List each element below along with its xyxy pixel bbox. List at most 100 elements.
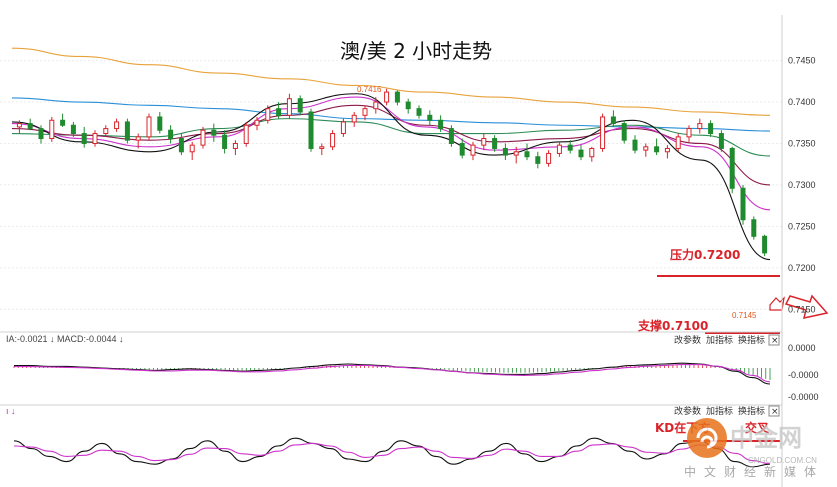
high-price-label: 0.7416: [357, 85, 382, 94]
kd-toolbar: 改参数 加指标 换指标 ×: [674, 405, 780, 417]
watermark-logo-swirl: [696, 427, 718, 449]
macd-indicator: [13, 362, 771, 385]
moving-average-line: [11, 118, 771, 157]
candle-body: [492, 138, 498, 149]
macd-change-params-button[interactable]: 改参数: [674, 334, 701, 346]
candle-body: [265, 108, 271, 121]
candle-body: [308, 111, 314, 149]
candle-body: [600, 116, 606, 149]
macd-close-icon: ×: [771, 336, 779, 346]
price-tick-label: 0.7150: [788, 304, 816, 314]
candle-body: [643, 146, 649, 151]
moving-average-line: [11, 47, 771, 116]
candle-body: [513, 151, 519, 156]
candle-body: [38, 128, 44, 140]
kd-k-line: [13, 437, 771, 468]
candle-body: [157, 116, 163, 131]
moving-averages: [11, 47, 771, 261]
candle-body: [589, 147, 595, 158]
kd-add-indicator-button[interactable]: 加指标: [706, 405, 733, 417]
candle-body: [276, 108, 282, 116]
watermark-brand: 中金网: [730, 424, 802, 452]
candle-body: [373, 101, 379, 110]
macd-switch-indicator-button[interactable]: 换指标: [738, 334, 765, 346]
candle-body: [146, 116, 152, 138]
watermark-site: CNGOLD.COM.CN: [748, 456, 817, 465]
price-tick-label: 0.7450: [788, 56, 816, 66]
candle-body: [762, 235, 768, 254]
price-tick-label: 0.7350: [788, 138, 816, 148]
candle-body: [535, 156, 541, 164]
kd-close-icon: ×: [771, 407, 779, 417]
candle-body: [686, 128, 692, 138]
candle-body: [708, 123, 714, 135]
candle-body: [556, 144, 562, 154]
candle-body: [243, 124, 249, 144]
candle-body: [394, 91, 400, 103]
watermark-tagline: 中文财经新媒体: [684, 464, 824, 479]
kd-change-params-button[interactable]: 改参数: [674, 405, 701, 417]
candle-body: [751, 219, 757, 237]
kd-switch-indicator-button[interactable]: 换指标: [738, 405, 765, 417]
moving-average-line: [11, 104, 771, 186]
macd-add-indicator-button[interactable]: 加指标: [706, 334, 733, 346]
chart-title: 澳/美 2 小时走势: [340, 39, 492, 63]
candle-body: [729, 147, 735, 189]
candle-body: [70, 124, 76, 135]
candle-body: [16, 123, 22, 128]
candle-body: [438, 119, 444, 130]
candle-body: [92, 133, 98, 144]
macd-close-button[interactable]: [768, 334, 780, 346]
candle-body: [427, 114, 433, 121]
down-arrow-icon: [784, 294, 829, 319]
candle-body: [49, 119, 55, 140]
candle-body: [362, 108, 368, 116]
candle-body: [254, 119, 260, 126]
macd-header: IA:-0.0021 ↓ MACD:-0.0044 ↓: [6, 334, 124, 344]
candle-body: [448, 128, 454, 144]
macd-tick-label: 0.0000: [788, 343, 816, 353]
small-down-arrow-icon: [769, 296, 785, 311]
candle-body: [319, 146, 325, 149]
macd-tick-label: -0.0000: [788, 392, 819, 402]
candle-body: [470, 144, 476, 156]
candle-body: [459, 142, 465, 156]
candle-body: [481, 138, 487, 146]
candle-body: [351, 114, 357, 123]
candle-body: [189, 144, 195, 153]
candle-body: [567, 144, 573, 151]
price-tick-label: 0.7300: [788, 180, 816, 190]
candle-body: [168, 129, 174, 140]
candle-body: [330, 133, 336, 148]
candle-body: [200, 129, 206, 146]
kd-cross-label-tail: 交叉: [745, 420, 770, 435]
macd-axis: 0.0000 -0.0000 -0.0000: [788, 343, 819, 402]
kd-close-button[interactable]: [768, 405, 780, 417]
candle-body: [222, 134, 228, 149]
candle-body: [697, 123, 703, 130]
candle-body: [124, 121, 130, 141]
candle-body: [546, 152, 552, 164]
candle-body: [135, 136, 141, 141]
candles: [16, 88, 768, 257]
candle-body: [740, 187, 746, 221]
candle-body: [664, 147, 670, 153]
candle-body: [675, 136, 681, 149]
candle-body: [60, 119, 66, 126]
macd-signal-line: [14, 364, 771, 383]
candle-body: [632, 139, 638, 151]
candle-body: [654, 146, 660, 153]
macd-toolbar: 改参数 加指标 换指标 ×: [674, 334, 780, 346]
candle-body: [416, 108, 422, 116]
candle-body: [286, 98, 292, 116]
candle-body: [232, 142, 238, 149]
candle-body: [27, 123, 33, 130]
price-tick-label: 0.7200: [788, 263, 816, 273]
price-tick-label: 0.7250: [788, 221, 816, 231]
moving-average-line: [11, 93, 771, 261]
price-axis: 0.7450 0.7400 0.7350 0.7300 0.7250 0.7200 0.71…: [788, 56, 816, 315]
candle-body: [211, 129, 217, 136]
candle-body: [405, 101, 411, 110]
